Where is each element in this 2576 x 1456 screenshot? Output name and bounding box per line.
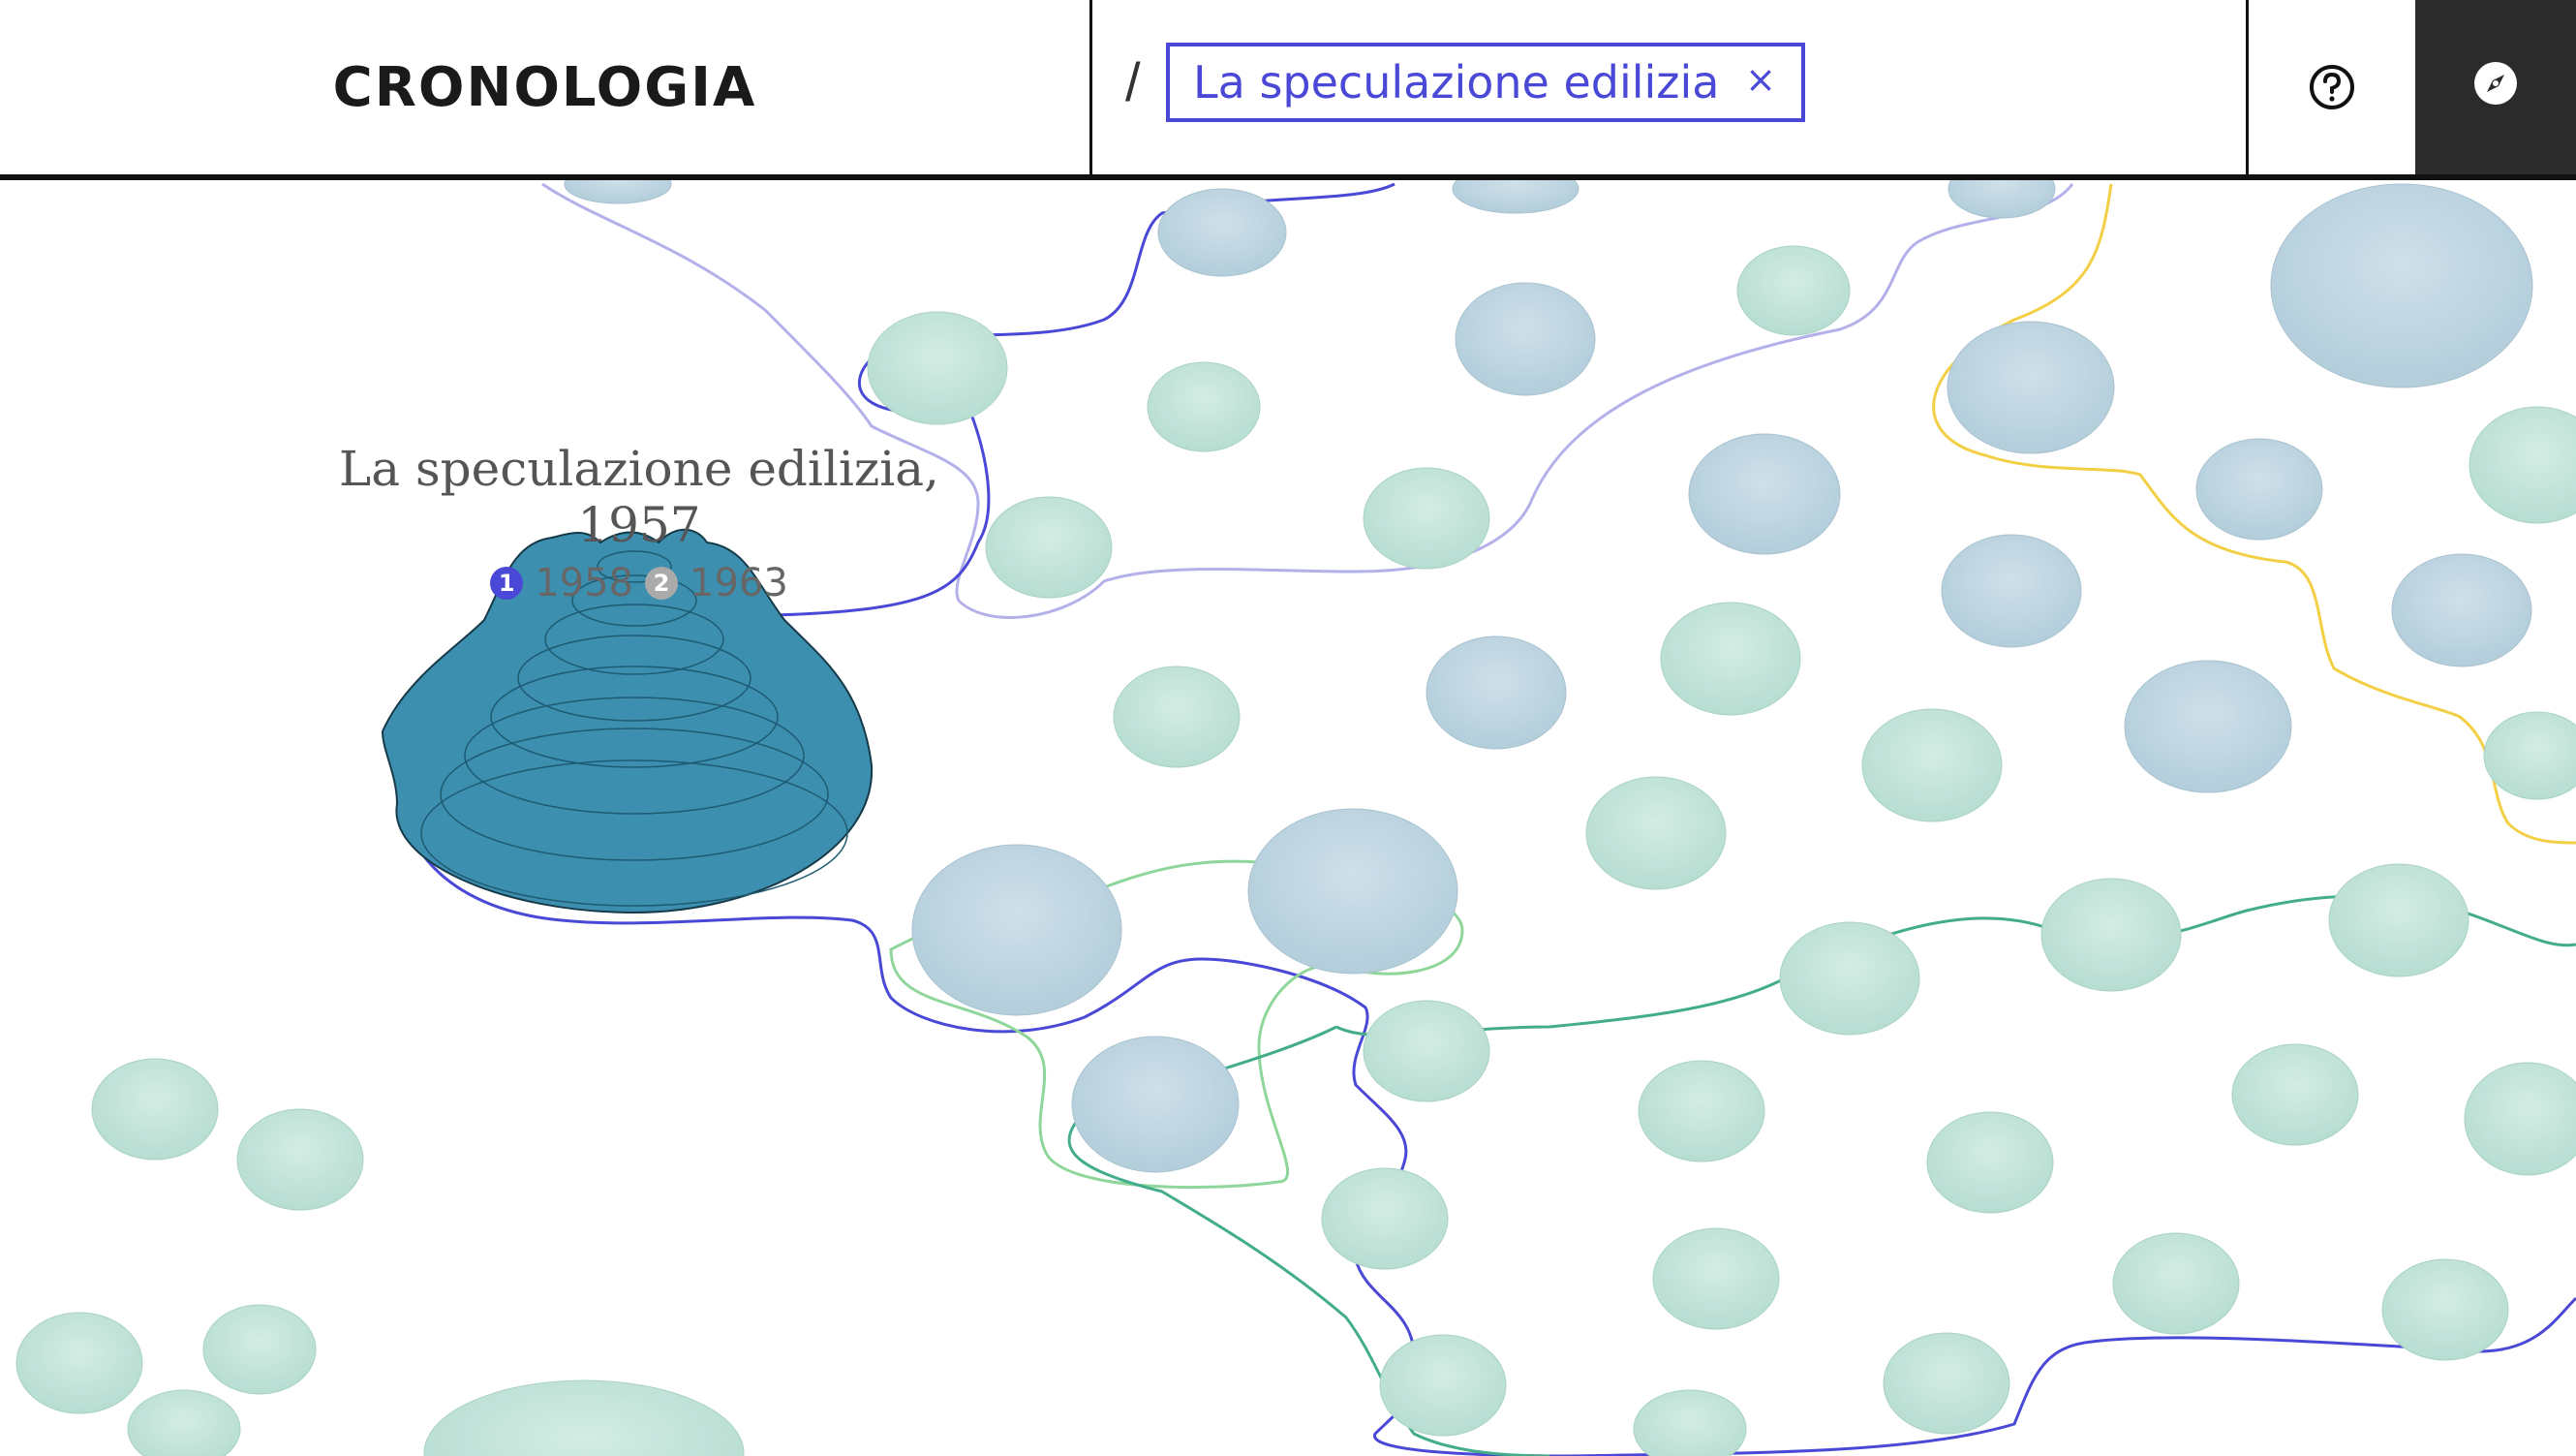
top-bar: CRONOLOGIA / La speculazione edilizia ×: [0, 0, 2576, 180]
filter-chip-label: La speculazione edilizia: [1193, 56, 1720, 108]
compass-button[interactable]: [2415, 0, 2576, 174]
year-end: 1963: [690, 561, 788, 605]
active-item-title: La speculazione edilizia, 1957: [339, 441, 939, 553]
filter-cell: / La speculazione edilizia ×: [1092, 0, 2249, 174]
filter-chip[interactable]: La speculazione edilizia ×: [1166, 43, 1805, 122]
question-circle-icon: [2310, 65, 2354, 109]
year-start: 1958: [535, 561, 633, 605]
compass-icon: [2474, 62, 2517, 105]
title-cell: CRONOLOGIA: [0, 0, 1092, 174]
badge-1: 1: [490, 567, 524, 600]
active-item-label: La speculazione edilizia, 1957 1 1958 2 …: [291, 441, 988, 605]
year-range: 1 1958 2 1963: [291, 561, 988, 605]
active-mound[interactable]: [381, 528, 874, 914]
badge-2: 2: [645, 567, 678, 600]
help-button[interactable]: [2249, 0, 2415, 174]
breadcrumb-separator: /: [1125, 51, 1141, 112]
page-title: CRONOLOGIA: [332, 55, 757, 119]
close-icon[interactable]: ×: [1745, 58, 1776, 101]
